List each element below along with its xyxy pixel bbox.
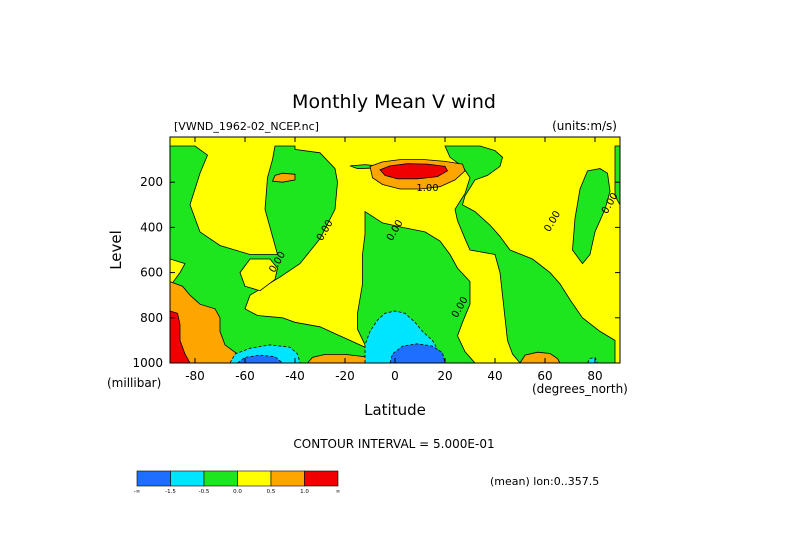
x-tick-label: -60 (235, 369, 255, 383)
x-tick-label: -80 (185, 369, 205, 383)
x-tick-label: 0 (391, 369, 399, 383)
colorbar-tick-label: -0.5 (199, 489, 210, 495)
colorbar-swatch (136, 470, 171, 487)
colorbar-tick-label: -∞ (134, 489, 141, 495)
contour-region-positive-0.5-1.0 (271, 172, 296, 183)
chart-title: Monthly Mean V wind (292, 91, 496, 113)
x-tick-label: 80 (587, 369, 602, 383)
y-axis-label: Level (107, 230, 125, 270)
colorbar-swatch (237, 470, 272, 487)
colorbar-swatch (203, 470, 238, 487)
colorbar-tick-label: 1.0 (300, 489, 309, 495)
y-tick-label: 400 (140, 220, 163, 234)
x-tick-label: -20 (335, 369, 355, 383)
x-tick-label: -40 (285, 369, 305, 383)
y-tick-label: 600 (140, 266, 163, 280)
units-label: (units:m/s) (552, 119, 617, 133)
x-tick-label: 40 (487, 369, 502, 383)
contour-region-negative-0--0.5 (572, 168, 611, 265)
contour-region-positive-1.0-up (379, 163, 449, 180)
dataset-label: [VWND_1962-02_NCEP.nc] (174, 120, 319, 133)
x-axis-label: Latitude (364, 401, 426, 419)
colorbar-swatch (304, 470, 339, 487)
colorbar-tick-label: 0.0 (233, 489, 242, 495)
y-tick-label: 1000 (132, 356, 163, 370)
colorbar-swatch (170, 470, 205, 487)
contour-region-positive-0-0.5 (239, 258, 278, 292)
colorbar: -∞ -1.5 -0.5 0.0 0.5 1.0 ∞ (134, 470, 341, 495)
axis-ticks: -80 -60 -40 -20 0 20 40 60 80 200 400 600 800 1000 (132, 137, 620, 383)
x-units-label: (degrees_north) (532, 382, 628, 396)
contour-regions (169, 136, 621, 364)
x-tick-label: 20 (437, 369, 452, 383)
colorbar-tick-label: -1.5 (165, 489, 176, 495)
colorbar-swatch (270, 470, 305, 487)
y-units-label: (millibar) (107, 376, 161, 390)
contour-label: 1.00 (416, 183, 438, 194)
y-tick-label: 800 (140, 311, 163, 325)
contour-region-negative-below--1.5 (389, 343, 446, 364)
colorbar-tick-label: 0.5 (267, 489, 276, 495)
x-tick-label: 60 (537, 369, 552, 383)
y-tick-label: 200 (140, 175, 163, 189)
mean-label: (mean) lon:0..357.5 (490, 475, 599, 488)
colorbar-tick-label: ∞ (336, 489, 341, 495)
contour-interval-label: CONTOUR INTERVAL = 5.000E-01 (293, 437, 494, 451)
contour-region-negative-0--0.5 (444, 145, 616, 364)
